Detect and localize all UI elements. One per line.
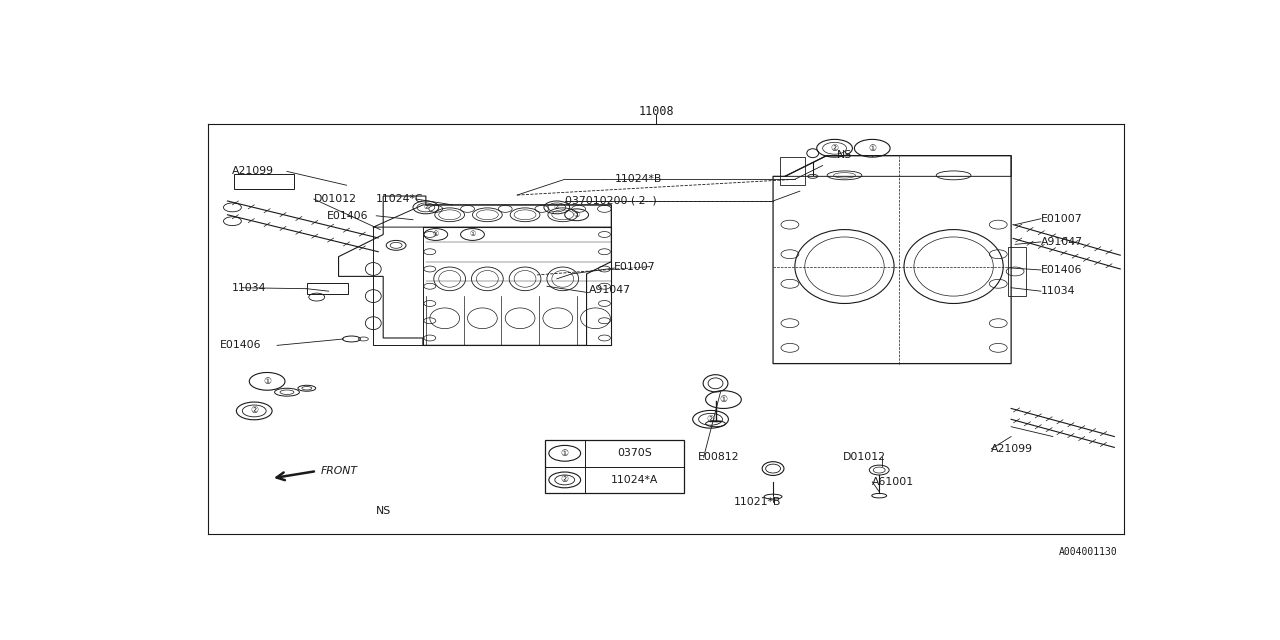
- Text: NS: NS: [376, 506, 392, 516]
- Text: 037010200 ( 2  ): 037010200 ( 2 ): [564, 196, 657, 206]
- Text: A21099: A21099: [232, 166, 274, 177]
- Text: 11034: 11034: [1041, 286, 1075, 296]
- Text: ①: ①: [573, 212, 580, 218]
- Text: A004001130: A004001130: [1059, 547, 1117, 557]
- Text: D01012: D01012: [314, 194, 357, 204]
- Text: ②: ②: [561, 476, 568, 484]
- Text: ①: ①: [561, 449, 568, 458]
- Text: E00812: E00812: [698, 452, 739, 462]
- Text: 11024*B: 11024*B: [614, 174, 662, 184]
- Text: E01406: E01406: [1041, 265, 1083, 275]
- Bar: [545, 440, 684, 493]
- Text: ①: ①: [868, 144, 877, 153]
- Text: ①: ①: [433, 232, 439, 237]
- Text: ②: ②: [250, 406, 259, 415]
- Text: E01007: E01007: [614, 262, 655, 271]
- Bar: [780, 157, 805, 185]
- Text: A21099: A21099: [991, 444, 1033, 454]
- Bar: [1009, 247, 1027, 296]
- Text: ①: ①: [264, 377, 271, 386]
- Text: 11024*A: 11024*A: [611, 475, 658, 485]
- Text: ②: ②: [554, 205, 559, 210]
- Text: E01007: E01007: [1041, 214, 1083, 224]
- Text: ②: ②: [707, 415, 714, 424]
- Text: ②: ②: [831, 144, 838, 153]
- Text: E01406: E01406: [220, 340, 261, 350]
- Text: ①: ①: [470, 232, 476, 237]
- Text: 11024*C: 11024*C: [376, 194, 424, 204]
- Text: NS: NS: [837, 150, 851, 159]
- Text: A61001: A61001: [872, 477, 914, 487]
- Text: D01012: D01012: [842, 452, 886, 462]
- Text: E01406: E01406: [326, 211, 369, 221]
- Text: FRONT: FRONT: [321, 466, 357, 476]
- Text: A91047: A91047: [589, 285, 631, 294]
- Text: ②: ②: [424, 205, 429, 210]
- Bar: [307, 283, 348, 294]
- Text: 11021*B: 11021*B: [733, 497, 781, 507]
- Bar: [234, 174, 294, 189]
- Text: A91047: A91047: [1041, 237, 1083, 247]
- Text: 0370S: 0370S: [617, 448, 652, 458]
- Text: 11008: 11008: [639, 105, 673, 118]
- Text: ①: ①: [719, 395, 727, 404]
- Text: 11034: 11034: [232, 283, 266, 292]
